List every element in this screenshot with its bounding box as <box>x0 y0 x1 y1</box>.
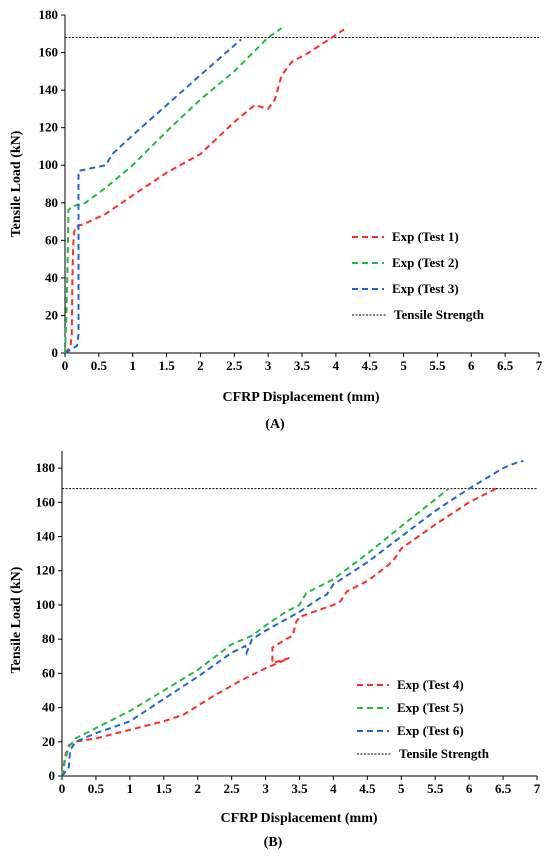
legend-label: Tensile Strength <box>394 307 485 322</box>
x-tick-label: 0.5 <box>91 358 108 373</box>
x-tick-label: 4.5 <box>362 358 379 373</box>
x-tick-label: 7 <box>534 781 541 796</box>
y-tick-label: 20 <box>42 734 55 749</box>
x-tick-label: 6 <box>468 358 475 373</box>
x-tick-label: 5.5 <box>427 781 444 796</box>
y-tick-label: 100 <box>36 597 56 612</box>
legend-label: Exp (Test 5) <box>397 700 464 715</box>
x-axis-title: CFRP Displacement (mm) <box>222 390 379 405</box>
series-line-2 <box>61 487 450 777</box>
x-tick-label: 3 <box>265 358 272 373</box>
y-tick-label: 180 <box>39 7 59 22</box>
x-tick-label: 6.5 <box>497 358 514 373</box>
x-tick-label: 4 <box>333 358 340 373</box>
y-tick-label: 100 <box>39 157 59 172</box>
y-tick-label: 180 <box>36 460 56 475</box>
legend-label: Exp (Test 1) <box>392 229 459 244</box>
x-tick-label: 2.5 <box>226 358 243 373</box>
x-tick-label: 4.5 <box>359 781 376 796</box>
x-tick-label: 0 <box>59 781 66 796</box>
y-tick-label: 140 <box>39 82 59 97</box>
x-tick-label: 5 <box>400 358 407 373</box>
x-tick-label: 2.5 <box>224 781 241 796</box>
x-axis-title: CFRP Displacement (mm) <box>220 811 377 826</box>
y-tick-label: 80 <box>45 195 58 210</box>
legend-label: Exp (Test 6) <box>397 723 464 738</box>
x-tick-label: 0.5 <box>88 781 105 796</box>
series-line-1 <box>61 487 497 777</box>
x-tick-label: 3.5 <box>291 781 308 796</box>
series-line-3 <box>61 460 524 777</box>
y-tick-label: 40 <box>45 270 58 285</box>
x-tick-label: 2 <box>197 358 204 373</box>
y-tick-label: 60 <box>42 665 55 680</box>
x-tick-label: 6 <box>466 781 473 796</box>
y-axis-title: Tensile Load (kN) <box>9 130 24 237</box>
series-line-3 <box>64 38 242 354</box>
y-tick-label: 20 <box>45 307 58 322</box>
x-tick-label: 4 <box>330 781 337 796</box>
legend-label: Exp (Test 3) <box>392 281 459 296</box>
chart-a: Tensile Load (kN) CFRP Displacement (mm)… <box>9 7 543 432</box>
x-tick-label: 3 <box>262 781 269 796</box>
x-tick-label: 0 <box>62 358 69 373</box>
y-tick-label: 60 <box>45 232 58 247</box>
y-tick-label: 160 <box>36 494 56 509</box>
x-tick-label: 5 <box>398 781 405 796</box>
panel-caption: (B) <box>264 835 283 850</box>
series-line-2 <box>64 27 283 354</box>
y-tick-label: 140 <box>36 529 56 544</box>
y-tick-label: 120 <box>36 563 56 578</box>
legend-label: Exp (Test 2) <box>392 255 459 270</box>
panel-caption: (A) <box>265 417 285 432</box>
x-tick-label: 1 <box>129 358 136 373</box>
y-axis-title: Tensile Load (kN) <box>9 566 24 673</box>
y-tick-label: 0 <box>49 768 56 783</box>
y-tick-label: 80 <box>42 631 55 646</box>
x-tick-label: 1 <box>127 781 134 796</box>
series-line-1 <box>64 27 347 354</box>
legend-label: Exp (Test 4) <box>397 677 464 692</box>
legend-label: Tensile Strength <box>399 746 490 761</box>
x-tick-label: 1.5 <box>156 781 173 796</box>
y-tick-label: 0 <box>52 345 59 360</box>
x-tick-label: 3.5 <box>294 358 311 373</box>
y-tick-label: 40 <box>42 700 55 715</box>
x-tick-label: 2 <box>194 781 201 796</box>
y-tick-label: 120 <box>39 120 59 135</box>
y-tick-label: 160 <box>39 45 59 60</box>
x-tick-label: 6.5 <box>495 781 512 796</box>
x-tick-label: 1.5 <box>158 358 175 373</box>
x-tick-label: 7 <box>536 358 543 373</box>
chart-b: Tensile Load (kN) CFRP Displacement (mm)… <box>9 451 541 850</box>
x-tick-label: 5.5 <box>429 358 446 373</box>
